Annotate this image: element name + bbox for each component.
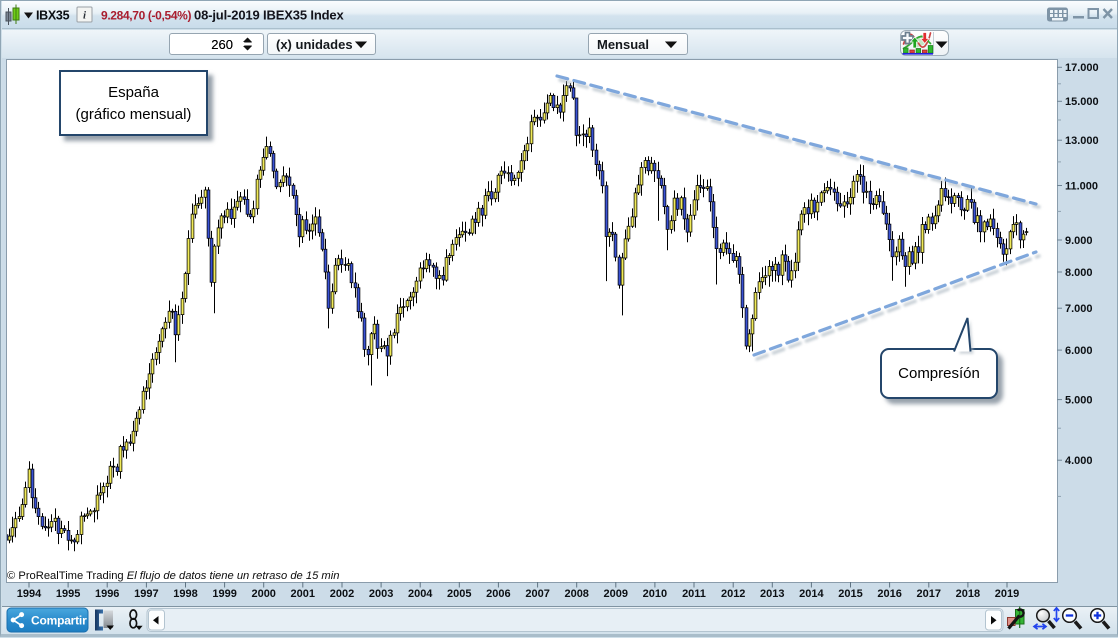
svg-text:1996: 1996 [95, 588, 119, 600]
svg-text:1997: 1997 [134, 588, 158, 600]
svg-text:1995: 1995 [56, 588, 80, 600]
svg-text:2006: 2006 [486, 588, 510, 600]
svg-text:1994: 1994 [17, 588, 42, 600]
svg-text:2015: 2015 [838, 588, 862, 600]
svg-text:2010: 2010 [643, 588, 667, 600]
svg-text:2003: 2003 [369, 588, 393, 600]
svg-text:13.000: 13.000 [1065, 135, 1099, 147]
svg-text:15.000: 15.000 [1065, 96, 1099, 108]
svg-text:7.000: 7.000 [1065, 303, 1093, 315]
svg-text:08-jul-2019 IBEX35 Index: 08-jul-2019 IBEX35 Index [194, 8, 345, 23]
svg-text:260: 260 [211, 37, 233, 52]
svg-text:2016: 2016 [877, 588, 901, 600]
svg-text:2018: 2018 [956, 588, 980, 600]
svg-text:IBX35: IBX35 [36, 9, 70, 23]
svg-text:260: 260 [211, 37, 233, 52]
svg-text:6.000: 6.000 [1065, 345, 1093, 357]
svg-text:1998: 1998 [173, 588, 197, 600]
svg-text:2001: 2001 [291, 588, 315, 600]
svg-text:2002: 2002 [330, 588, 354, 600]
svg-text:2012: 2012 [721, 588, 745, 600]
svg-text:i: i [83, 10, 87, 22]
svg-text:2008: 2008 [564, 588, 588, 600]
svg-text:2013: 2013 [760, 588, 784, 600]
svg-text:Compartir: Compartir [31, 614, 87, 628]
svg-text:11.000: 11.000 [1065, 180, 1098, 192]
svg-text:9.284,70 (-0,54%): 9.284,70 (-0,54%) [101, 9, 191, 23]
svg-text:1999: 1999 [212, 588, 236, 600]
svg-text:8.000: 8.000 [1065, 267, 1093, 279]
svg-text:2005: 2005 [447, 588, 471, 600]
svg-text:2007: 2007 [525, 588, 549, 600]
svg-text:2000: 2000 [251, 588, 275, 600]
svg-text:2009: 2009 [604, 588, 628, 600]
svg-text:17.000: 17.000 [1065, 62, 1099, 74]
svg-text:2019: 2019 [995, 588, 1019, 600]
svg-text:2017: 2017 [917, 588, 941, 600]
svg-text:9.000: 9.000 [1065, 235, 1093, 247]
svg-text:2011: 2011 [682, 588, 706, 600]
svg-text:2004: 2004 [408, 588, 433, 600]
svg-text:2014: 2014 [799, 588, 824, 600]
svg-text:5.000: 5.000 [1065, 394, 1093, 406]
svg-text:4.000: 4.000 [1065, 455, 1093, 467]
svg-text:© ProRealTime Trading El fluj: © ProRealTime Trading El flujo de datos … [7, 570, 339, 582]
